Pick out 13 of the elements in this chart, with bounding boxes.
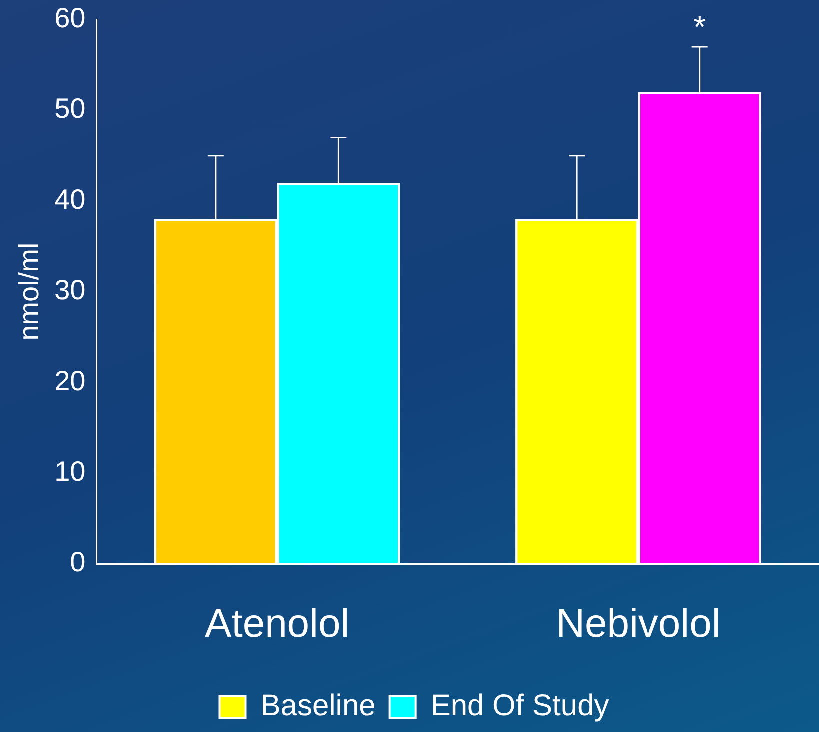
y-tick-label: 10 [54, 456, 86, 488]
legend-label: Baseline [260, 689, 376, 722]
y-tick-label: 40 [54, 184, 86, 215]
annotation: * [694, 8, 706, 45]
y-tick-label: 50 [54, 93, 86, 124]
y-tick-label: 60 [54, 2, 86, 34]
x-tick-label: Nebivolol [556, 602, 721, 646]
y-tick-label: 30 [54, 274, 86, 306]
y-tick-label: 0 [70, 546, 86, 578]
y-axis-title: nmol/ml [14, 242, 45, 341]
legend-label: End Of Study [430, 689, 610, 722]
x-tick-label: Atenolol [205, 602, 350, 646]
y-tick-label: 20 [54, 365, 86, 396]
